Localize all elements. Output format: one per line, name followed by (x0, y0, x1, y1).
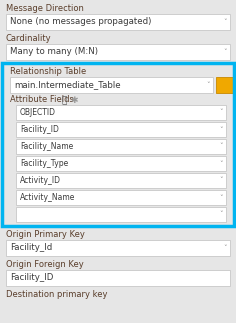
Bar (10, 77, 213, 93)
Text: ˅: ˅ (219, 178, 223, 183)
Bar (16, 139, 226, 154)
Bar (16, 207, 226, 222)
Text: ˅: ˅ (223, 245, 227, 251)
Bar (216, 77, 234, 93)
Text: main.Intermediate_Table: main.Intermediate_Table (14, 80, 121, 89)
Text: OBJECTID: OBJECTID (20, 108, 56, 117)
Text: Relationship Table: Relationship Table (10, 67, 86, 76)
Text: Attribute Fields: Attribute Fields (10, 95, 74, 104)
Text: ˅: ˅ (219, 143, 223, 150)
Text: ˅: ˅ (206, 82, 210, 88)
Text: Facility_Id: Facility_Id (10, 244, 52, 253)
Text: Activity_ID: Activity_ID (20, 176, 61, 185)
Text: Origin Foreign Key: Origin Foreign Key (6, 260, 84, 269)
Bar (6, 240, 230, 256)
Text: Destination primary key: Destination primary key (6, 290, 108, 299)
Text: Many to many (M:N): Many to many (M:N) (10, 47, 98, 57)
Text: Facility_Type: Facility_Type (20, 159, 68, 168)
Text: ˅: ˅ (223, 19, 227, 25)
Text: Activity_Name: Activity_Name (20, 193, 75, 202)
Text: Message Direction: Message Direction (6, 4, 84, 13)
Text: ˅: ˅ (219, 109, 223, 116)
Text: Facility_Name: Facility_Name (20, 142, 73, 151)
Text: Origin Primary Key: Origin Primary Key (6, 230, 85, 239)
Bar (6, 270, 230, 286)
Text: None (no messages propagated): None (no messages propagated) (10, 17, 151, 26)
Text: ˅: ˅ (219, 194, 223, 201)
Bar (16, 122, 226, 137)
Bar (16, 190, 226, 205)
Text: Cardinality: Cardinality (6, 34, 52, 43)
Text: ˅: ˅ (223, 49, 227, 55)
Bar (6, 14, 230, 30)
Text: ■: ■ (220, 80, 230, 90)
Bar (6, 44, 230, 60)
Text: Facility_ID: Facility_ID (10, 274, 53, 283)
Text: Ⓥ: Ⓥ (61, 96, 67, 105)
Text: ˅: ˅ (219, 161, 223, 166)
Text: ˅: ˅ (219, 212, 223, 217)
Bar (16, 173, 226, 188)
Bar (2, 63, 234, 226)
Bar (217, 83, 225, 84)
Bar (16, 156, 226, 171)
Text: Facility_ID: Facility_ID (20, 125, 59, 134)
Text: ˅: ˅ (219, 127, 223, 132)
Bar (16, 105, 226, 120)
Text: ✱: ✱ (70, 96, 78, 105)
